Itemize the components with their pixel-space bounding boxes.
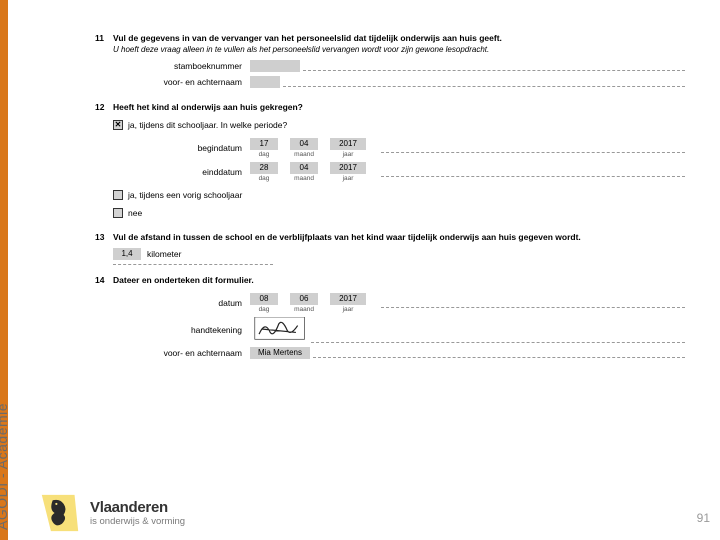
checkbox-opt3[interactable] xyxy=(113,208,123,218)
eind-dag[interactable]: 28 xyxy=(250,162,278,174)
q14-hand-label: handtekening xyxy=(95,317,250,335)
q14-naam-row: voor- en achternaam Mia Mertens xyxy=(95,347,685,359)
dash xyxy=(381,298,685,308)
q11-label1: stamboeknummer xyxy=(95,61,250,71)
q14-title: Dateer en onderteken dit formulier. xyxy=(113,275,685,285)
page-number: 91 xyxy=(697,511,710,525)
afstand-input[interactable]: 1,4 xyxy=(113,248,141,260)
footer-brand: Vlaanderen xyxy=(90,499,185,516)
q14-hand-row: handtekening xyxy=(95,317,685,343)
q11-field-naam: voor- en achternaam xyxy=(95,76,685,88)
footer-tagline: is onderwijs & vorming xyxy=(90,516,185,527)
dash xyxy=(381,143,685,153)
q12-opt3-label: nee xyxy=(128,208,142,218)
signature-icon xyxy=(253,317,308,341)
footer: Vlaanderen is onderwijs & vorming 91 xyxy=(40,485,720,540)
q14-row: 14 Dateer en onderteken dit formulier. xyxy=(95,275,685,285)
dash xyxy=(303,61,685,71)
q13-row: 13 Vul de afstand in tussen de school en… xyxy=(95,232,685,242)
q11-label2: voor- en achternaam xyxy=(95,77,250,87)
q12-row: 12 Heeft het kind al onderwijs aan huis … xyxy=(95,102,685,112)
dash xyxy=(381,167,685,177)
q12-begin-row: begindatum 17dag 04maand 2017jaar xyxy=(95,138,685,158)
q12-opt1: ✕ ja, tijdens dit schooljaar. In welke p… xyxy=(113,120,685,130)
eind-jaar[interactable]: 2017 xyxy=(330,162,366,174)
sidebar-label: AGODI - Academie xyxy=(0,403,10,530)
begin-jaar[interactable]: 2017 xyxy=(330,138,366,150)
q11-num: 11 xyxy=(95,33,113,43)
q12-begin-label: begindatum xyxy=(95,143,250,153)
q11-note: U hoeft deze vraag alleen in te vullen a… xyxy=(113,45,685,54)
datum-jaar[interactable]: 2017 xyxy=(330,293,366,305)
dash xyxy=(313,348,685,358)
q13-num: 13 xyxy=(95,232,113,242)
q13-field: 1,4 kilometer xyxy=(113,248,685,260)
datum-maand[interactable]: 06 xyxy=(290,293,318,305)
q12-opt2: ja, tijdens een vorig schooljaar xyxy=(113,190,685,200)
footer-brand-text: Vlaanderen is onderwijs & vorming xyxy=(90,499,185,527)
q11-row: 11 Vul de gegevens in van de vervanger v… xyxy=(95,33,685,43)
q14-datum-row: datum 08dag 06maand 2017jaar xyxy=(95,293,685,313)
begin-maand[interactable]: 04 xyxy=(290,138,318,150)
vlaanderen-lion-icon xyxy=(40,493,80,533)
q12-title: Heeft het kind al onderwijs aan huis gek… xyxy=(113,102,685,112)
dash xyxy=(283,77,685,87)
stamboek-input[interactable] xyxy=(250,60,300,72)
q14-num: 14 xyxy=(95,275,113,285)
q13-title: Vul de afstand in tussen de school en de… xyxy=(113,232,685,242)
q12-eind-row: einddatum 28dag 04maand 2017jaar xyxy=(95,162,685,182)
datum-dag[interactable]: 08 xyxy=(250,293,278,305)
q12-opt1-label: ja, tijdens dit schooljaar. In welke per… xyxy=(128,120,287,130)
form-content: 11 Vul de gegevens in van de vervanger v… xyxy=(95,33,685,468)
begin-dag[interactable]: 17 xyxy=(250,138,278,150)
eind-maand[interactable]: 04 xyxy=(290,162,318,174)
q12-opt3: nee xyxy=(113,208,685,218)
q11-title: Vul de gegevens in van de vervanger van … xyxy=(113,33,685,43)
checkbox-opt1[interactable]: ✕ xyxy=(113,120,123,130)
q12-eind-label: einddatum xyxy=(95,167,250,177)
q11-field-stamboek: stamboeknummer xyxy=(95,60,685,72)
dash xyxy=(311,333,685,343)
q14-naam-label: voor- en achternaam xyxy=(95,348,250,358)
q13-unit: kilometer xyxy=(147,249,181,259)
footer-logo: Vlaanderen is onderwijs & vorming xyxy=(40,485,720,533)
q12-opt2-label: ja, tijdens een vorig schooljaar xyxy=(128,190,242,200)
q12-num: 12 xyxy=(95,102,113,112)
naam-input[interactable] xyxy=(250,76,280,88)
q14-datum-label: datum xyxy=(95,298,250,308)
naam-value[interactable]: Mia Mertens xyxy=(250,347,310,359)
checkbox-opt2[interactable] xyxy=(113,190,123,200)
